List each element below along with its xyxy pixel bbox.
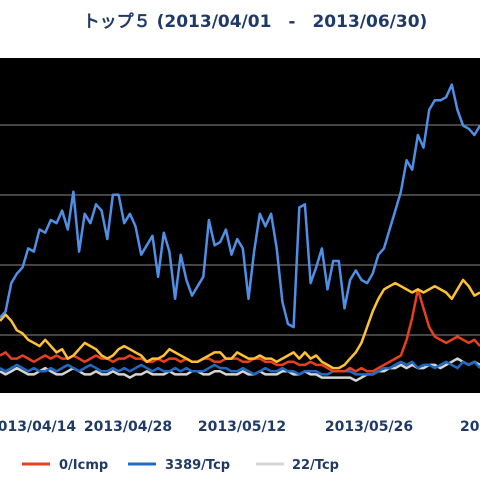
- legend-label: 0/Icmp: [59, 458, 108, 473]
- legend-label: 22/Tcp: [292, 458, 339, 473]
- series-line: [0, 83, 480, 329]
- series-line: [0, 288, 480, 373]
- series-line: [0, 278, 480, 370]
- legend-item-icmp: 0/Icmp: [22, 458, 108, 473]
- series-layer: [0, 83, 480, 382]
- chart-title: トップ５ (2013/04/01 - 2013/06/30): [83, 11, 428, 32]
- legend-item-22-tcp: 22/Tcp: [256, 458, 339, 473]
- x-tick-label: 2013/05/12: [198, 419, 286, 435]
- x-tick-label: 2013/06/09: [460, 419, 480, 435]
- x-tick-label: 2013/04/28: [84, 419, 172, 435]
- series-line: [0, 360, 480, 376]
- legend: 0/Icmp 3389/Tcp 22/Tcp: [22, 458, 339, 473]
- x-axis: 2013/04/14 2013/04/28 2013/05/12 2013/05…: [0, 419, 480, 435]
- legend-item-3389-tcp: 3389/Tcp: [128, 458, 230, 473]
- legend-label: 3389/Tcp: [165, 458, 230, 473]
- x-tick-label: 2013/04/14: [0, 419, 76, 435]
- x-tick-label: 2013/05/26: [325, 419, 413, 435]
- plot-background: [0, 58, 480, 393]
